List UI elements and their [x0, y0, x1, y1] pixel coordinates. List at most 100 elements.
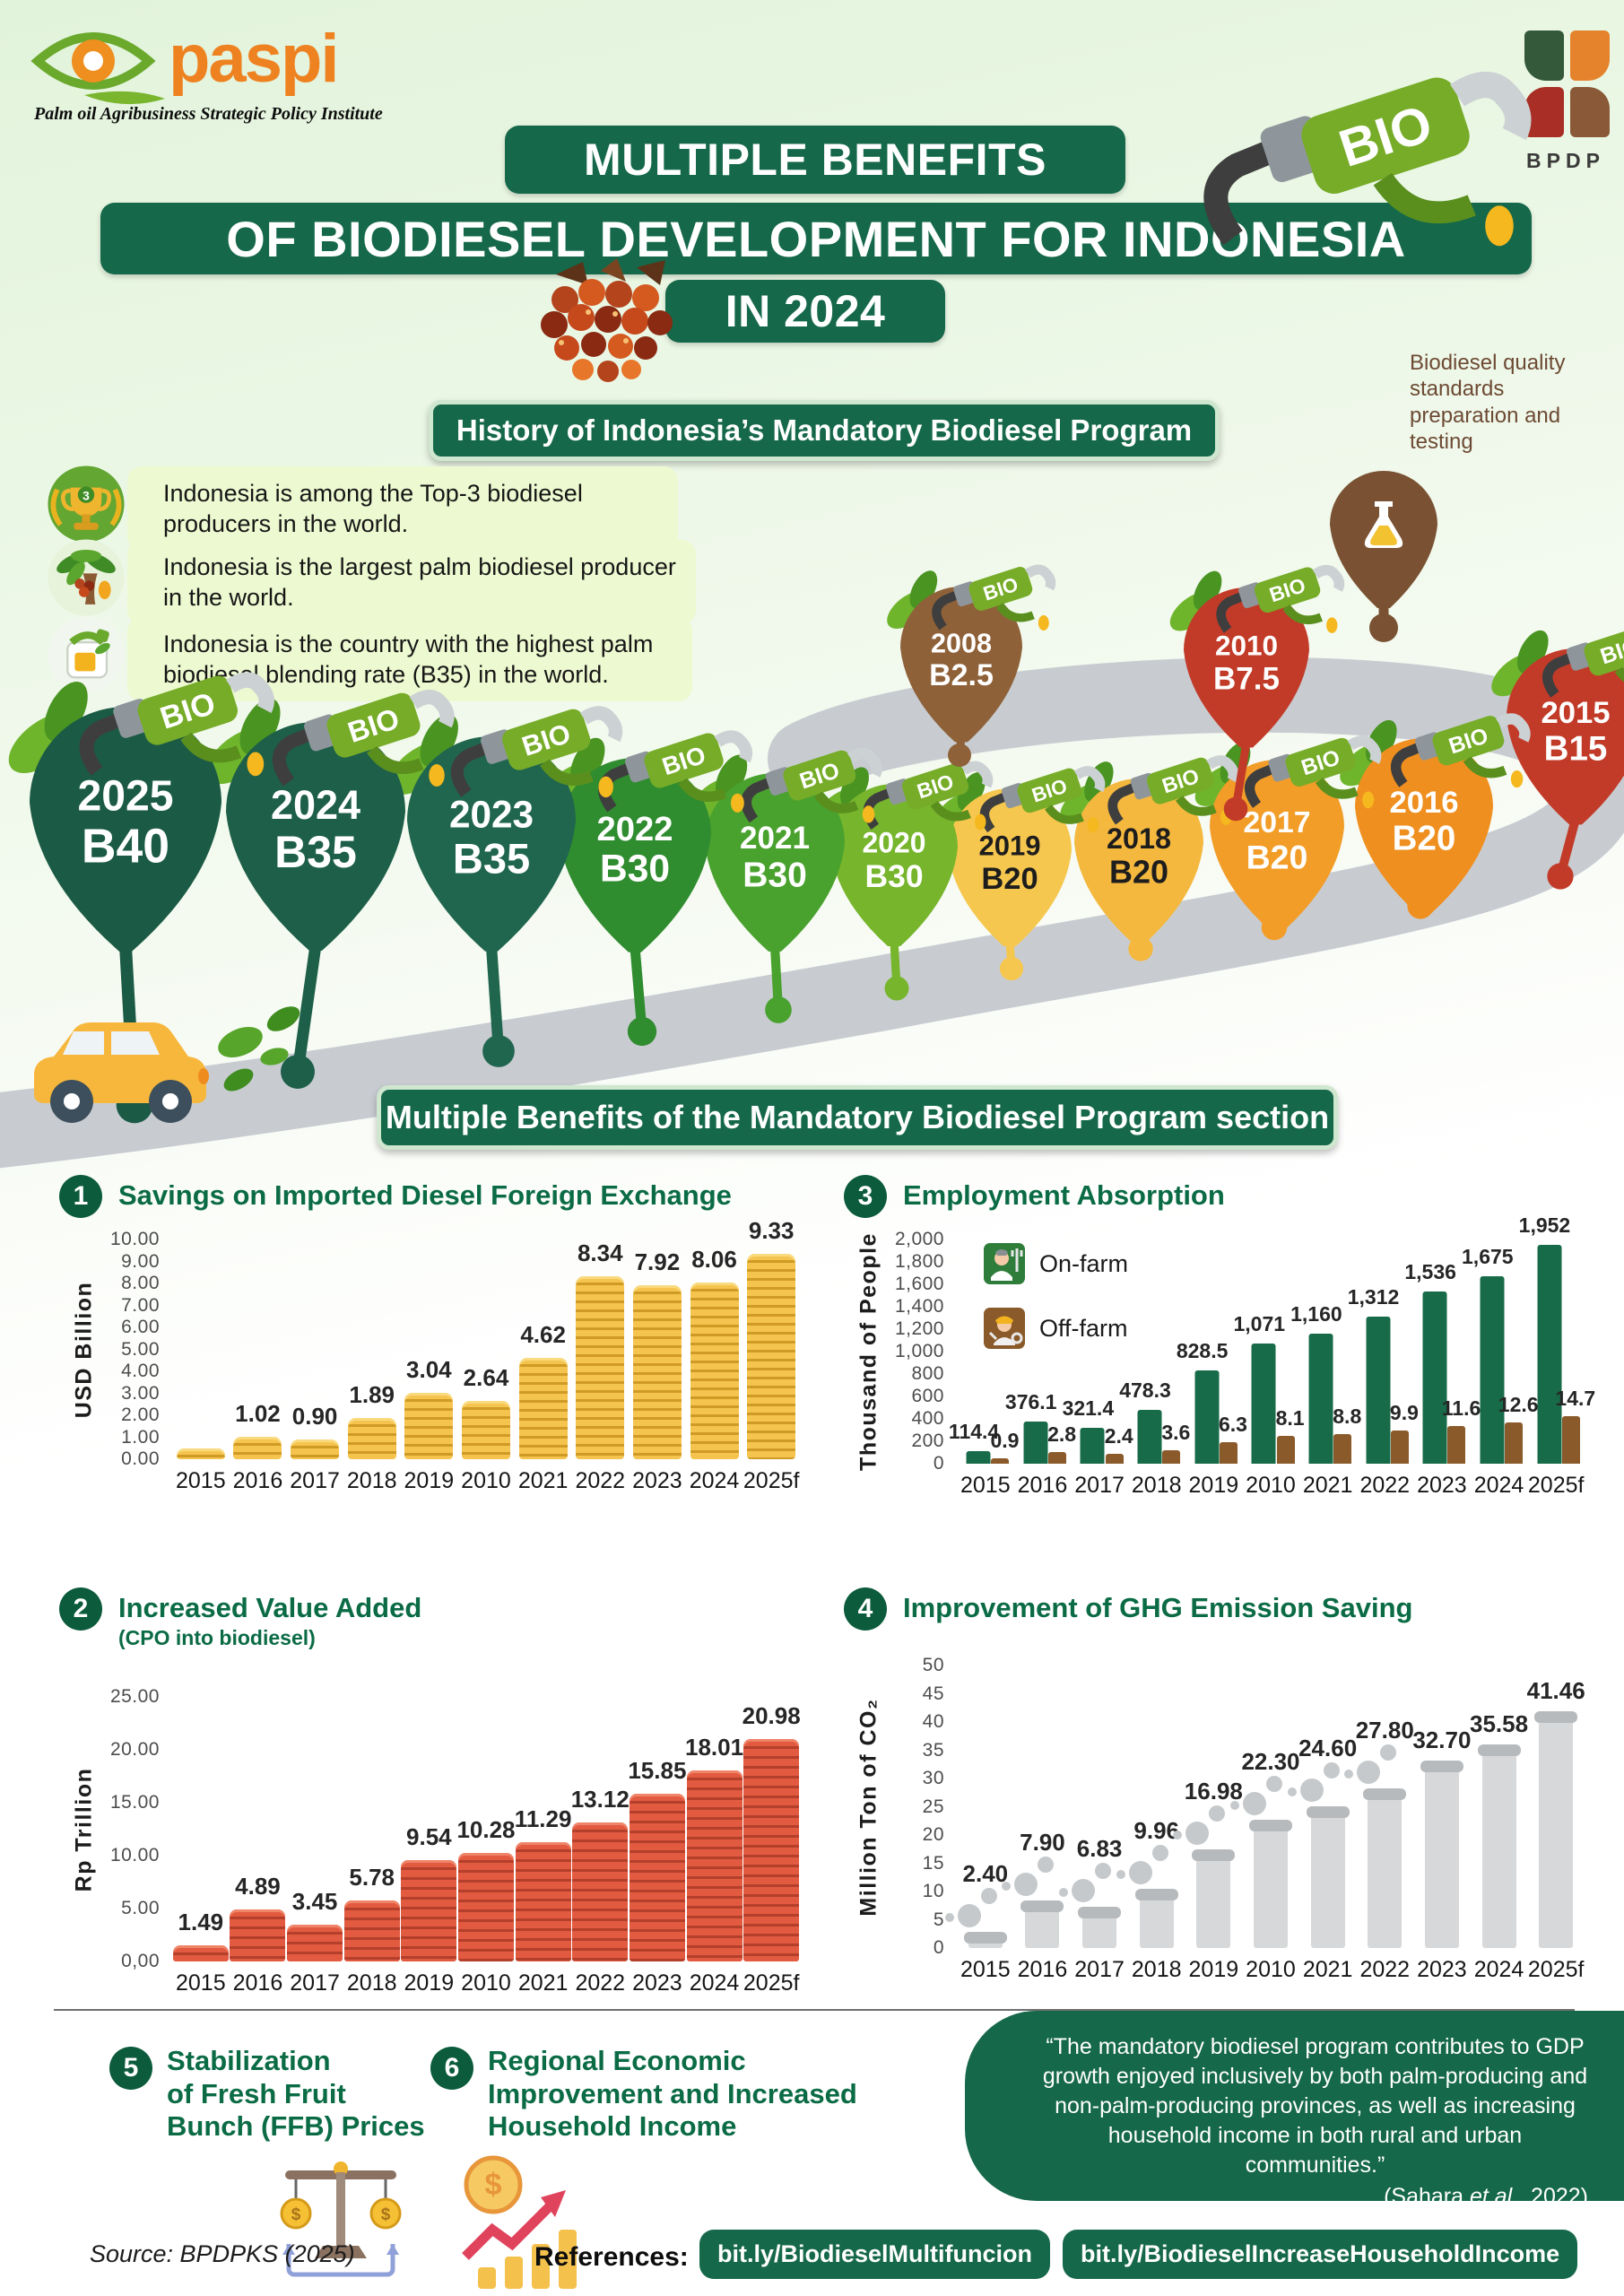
y-tick-label: 1,400 [894, 1296, 944, 1317]
bar [632, 1284, 682, 1459]
x-category-label: 2018 [1131, 1957, 1182, 1982]
svg-text:2025: 2025 [77, 772, 173, 821]
chart-title: Employment Absorption [903, 1179, 1225, 1211]
bar-value-label: 9.9 [1389, 1401, 1419, 1425]
y-tick-label: 5.00 [121, 1338, 160, 1360]
bar-value-label: 9.33 [748, 1217, 795, 1245]
x-category-label: 2015 [176, 1468, 226, 1493]
x-category-label: 2010 [461, 1468, 511, 1493]
bar [401, 1860, 457, 1961]
title-line-2: OF BIODIESEL DEVELOPMENT FOR INDONESIA [100, 203, 1532, 274]
chart-slot: 3.04 2019 [401, 1239, 458, 1493]
chart-slot: 15.85 2023 [628, 1697, 686, 1996]
y-tick-label: 2.00 [121, 1405, 160, 1425]
x-category-label: 2025f [1527, 1957, 1585, 1982]
legend-item: On-farm [984, 1243, 1128, 1284]
svg-text:B20: B20 [1393, 820, 1456, 858]
bar-off-farm [1505, 1422, 1524, 1464]
bpdp-tile-orange [1570, 30, 1610, 81]
y-tick-label: 7.00 [121, 1294, 160, 1316]
quote-attribution: (Sahara et al., 2022) [1384, 2184, 1588, 2209]
reference-link-pill[interactable]: bit.ly/BiodieselIncreaseHouseholdIncome [1063, 2230, 1578, 2279]
bar [743, 1739, 800, 1961]
fact-item: Indonesia is the largest palm biodiesel … [127, 540, 696, 625]
bar-off-farm [1561, 1416, 1580, 1464]
paspi-logo [30, 32, 165, 105]
bar [1173, 1805, 1236, 1948]
x-category-label: 2010 [1246, 1473, 1296, 1498]
svg-text:2017: 2017 [1243, 805, 1310, 839]
bar-value-label: 2.64 [463, 1364, 509, 1392]
chart-slot: 16.98 2019 [1173, 1665, 1243, 1982]
chart-slot: 1,952 14.7 2025f [1519, 1213, 1596, 1498]
svg-text:2019: 2019 [978, 831, 1040, 862]
bar [629, 1793, 685, 1961]
x-category-label: 2023 [1417, 1957, 1467, 1982]
footer-divider [54, 2009, 1575, 2011]
bar-value-label: 2.4 [1104, 1423, 1133, 1448]
chart-slot: 376.1 2.8 2016 [1005, 1239, 1076, 1498]
bar-value-label: 41.46 [1526, 1676, 1585, 1704]
x-category-label: 2010 [461, 1970, 511, 1996]
bar [404, 1392, 454, 1459]
y-tick-label: 1.00 [121, 1426, 160, 1448]
chart-number-badge: 3 [844, 1175, 887, 1218]
bar-value-label: 114.4 [948, 1419, 1000, 1443]
bar-value-label: 321.4 [1062, 1396, 1115, 1420]
section5-title: Stabilization of Fresh Fruit Bunch (FFB)… [167, 2045, 425, 2143]
y-tick-label: 1,800 [894, 1251, 944, 1272]
bar-on-farm [1080, 1427, 1105, 1464]
quote-text: “The mandatory biodiesel program contrib… [1042, 2034, 1588, 2178]
x-category-label: 2022 [1359, 1473, 1411, 1498]
y-tick-label: 1,600 [894, 1274, 944, 1294]
bar-off-farm [1162, 1449, 1181, 1464]
eye-outline-icon [30, 32, 156, 90]
y-tick-label: 20 [922, 1824, 944, 1845]
bar-value-label: 0.90 [291, 1402, 338, 1430]
y-tick-label: 400 [911, 1408, 944, 1429]
chart-title: Savings on Imported Diesel Foreign Excha… [118, 1179, 732, 1211]
bar [572, 1822, 629, 1961]
chart-slot: 9.54 2019 [401, 1697, 458, 1996]
legend-item: Off-farm [984, 1308, 1128, 1349]
chart-slot: 7.90 2016 [1002, 1665, 1072, 1982]
bar-value-label: 11.6 [1441, 1396, 1481, 1420]
chart-slot: 2.64 2010 [457, 1239, 515, 1493]
bar [576, 1275, 625, 1459]
bar-value-label: 11.29 [514, 1805, 572, 1832]
bar-value-label: 8.1 [1275, 1406, 1305, 1431]
history-band-title: History of Indonesia’s Mandatory Biodies… [429, 400, 1220, 461]
y-tick-label: 40 [922, 1711, 944, 1732]
bar-value-label: 1,536 [1404, 1260, 1456, 1283]
svg-text:B20: B20 [981, 862, 1038, 896]
bar-on-farm [1480, 1275, 1505, 1464]
x-category-label: 2025f [1527, 1473, 1585, 1498]
chart-slot: 321.4 2.4 2017 [1063, 1239, 1133, 1498]
bar-value-label: 8.8 [1333, 1405, 1362, 1429]
chart-slot: 32.70 2023 [1412, 1665, 1471, 1982]
chart-panel-4: 4 Improvement of GHG Emission Saving Milli… [838, 1580, 1615, 2011]
chart-slot: 27.80 2022 [1344, 1665, 1414, 1982]
x-category-label: 2016 [1017, 1957, 1068, 1982]
bar-on-farm [1137, 1410, 1162, 1464]
x-category-label: 2023 [632, 1468, 682, 1493]
bar-value-label: 12.6 [1498, 1393, 1539, 1417]
chart-slot: 11.29 2021 [514, 1697, 572, 1996]
bar-value-label: 3.6 [1161, 1420, 1191, 1444]
y-tick-label: 50 [922, 1655, 944, 1675]
income-growth-icon: $ [462, 2155, 577, 2289]
bar-off-farm [1219, 1441, 1238, 1464]
y-tick-label: 6.00 [121, 1317, 160, 1337]
reference-link-pill[interactable]: bit.ly/BiodieselMultifuncion [699, 2230, 1050, 2279]
svg-text:B35: B35 [274, 827, 357, 877]
svg-text:2018: 2018 [1107, 822, 1171, 855]
chart-panel-3: 3 Employment Absorption Thousand of People… [838, 1168, 1615, 1562]
bar-off-farm [1333, 1434, 1352, 1464]
x-category-label: 2016 [232, 1468, 283, 1493]
balance-scale-icon: $ $ [280, 2161, 402, 2277]
bar-value-label: 27.80 [1355, 1716, 1414, 1744]
bar-value-label: 1,675 [1462, 1244, 1514, 1268]
